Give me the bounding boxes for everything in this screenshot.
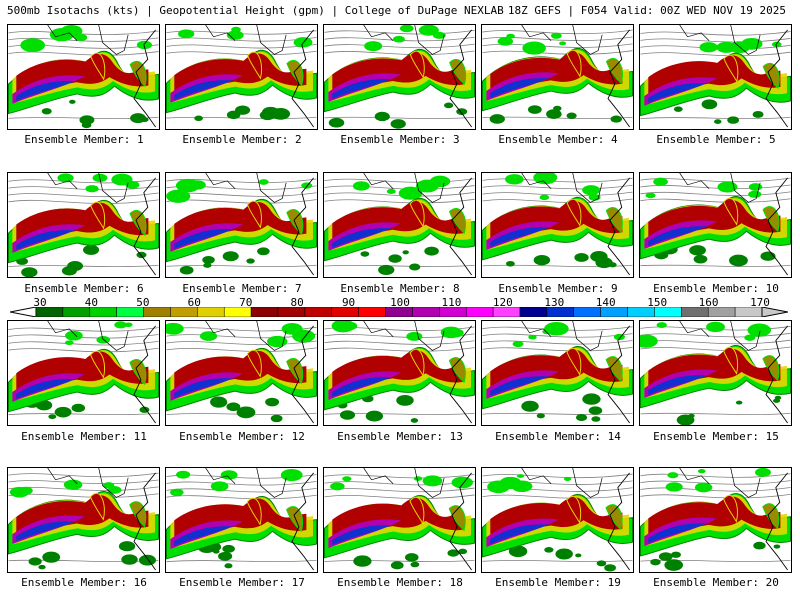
colorbar-tick-label: 140: [595, 296, 616, 309]
isotach-map: [482, 468, 633, 572]
colorbar-tick-label: 110: [441, 296, 462, 309]
colorbar-swatch: [358, 307, 386, 317]
isotach-colorbar: [10, 307, 788, 317]
colorbar-tick-label: 60: [187, 296, 201, 309]
member-label: Ensemble Member: 4: [498, 133, 618, 146]
member-label: Ensemble Member: 15: [653, 430, 779, 443]
isotach-map: [8, 25, 159, 129]
colorbar-tick-label: 150: [647, 296, 668, 309]
ensemble-map-panel: [323, 320, 476, 426]
isotach-map: [640, 173, 791, 276]
member-label: Ensemble Member: 10: [653, 282, 779, 295]
isotach-map: [166, 468, 317, 571]
colorbar-tick-label: 80: [290, 296, 304, 309]
member-label: Ensemble Member: 14: [495, 430, 621, 443]
member-label: Ensemble Member: 18: [337, 576, 463, 589]
isotach-map: [8, 321, 159, 424]
member-label: Ensemble Member: 17: [179, 576, 305, 589]
ensemble-map-panel: [165, 320, 318, 426]
ensemble-map-panel: [323, 467, 476, 573]
isotach-map: [166, 25, 317, 128]
isotach-map: [482, 25, 633, 128]
colorbar-swatch: [465, 307, 494, 317]
member-label: Ensemble Member: 6: [24, 282, 144, 295]
ensemble-map-panel: [165, 467, 318, 573]
ensemble-map-panel: [481, 172, 634, 278]
ensemble-map-panel: [481, 320, 634, 426]
colorbar-tick-label: 100: [390, 296, 410, 309]
isotach-map: [324, 468, 475, 571]
isotach-map: [8, 468, 159, 571]
colorbar-tick-label: 130: [544, 296, 565, 309]
colorbar-tick-label: 90: [341, 296, 356, 309]
isotach-map: [640, 321, 791, 425]
ensemble-map-panel: [7, 24, 160, 130]
member-label: Ensemble Member: 12: [179, 430, 305, 443]
isotach-map: [482, 321, 633, 424]
ensemble-map-panel: [481, 24, 634, 130]
member-label: Ensemble Member: 9: [498, 282, 618, 295]
member-label: Ensemble Member: 5: [656, 133, 776, 146]
isotach-map: [324, 25, 475, 129]
isotach-map: [482, 173, 633, 276]
colorbar-max-arrow: [761, 307, 788, 317]
ensemble-map-panel: [165, 172, 318, 278]
ensemble-map-panel: [323, 24, 476, 130]
ensemble-map-panel: [639, 320, 792, 426]
colorbar-swatch: [412, 307, 440, 317]
colorbar-tick-label: 40: [84, 296, 99, 309]
colorbar-tick-label: 70: [239, 296, 253, 309]
ensemble-map-panel: [165, 24, 318, 130]
colorbar-min-arrow: [10, 307, 37, 317]
member-label: Ensemble Member: 20: [653, 576, 779, 589]
member-label: Ensemble Member: 11: [21, 430, 147, 443]
member-label: Ensemble Member: 2: [182, 133, 302, 146]
colorbar-swatch: [519, 307, 548, 317]
ensemble-map-panel: [639, 172, 792, 278]
colorbar-swatch: [197, 307, 225, 317]
member-label: Ensemble Member: 3: [340, 133, 460, 146]
member-label: Ensemble Member: 8: [340, 282, 460, 295]
model-run-info: 18Z GEFS | F054 Valid: 00Z WED NOV 19 20…: [507, 4, 786, 17]
member-label: Ensemble Member: 19: [495, 576, 621, 589]
colorbar-swatch: [304, 307, 333, 317]
member-label: Ensemble Member: 16: [21, 576, 147, 589]
isotach-map: [324, 173, 475, 276]
isotach-map: [8, 173, 159, 277]
ensemble-map-panel: [7, 467, 160, 573]
figure-title: 500mb Isotachs (kts) | Geopotential Heig…: [7, 4, 504, 17]
colorbar-tick-label: 170: [750, 296, 770, 309]
member-label: Ensemble Member: 13: [337, 430, 463, 443]
ensemble-map-panel: [7, 172, 160, 278]
ensemble-map-panel: [481, 467, 634, 573]
ensemble-map-panel: [7, 320, 160, 426]
ensemble-map-panel: [323, 172, 476, 278]
colorbar-swatch: [250, 307, 279, 317]
colorbar-tick-label: 120: [492, 296, 513, 309]
ensemble-map-panel: [639, 24, 792, 130]
ensemble-map-panel: [639, 467, 792, 573]
member-label: Ensemble Member: 7: [182, 282, 302, 295]
isotach-map: [640, 25, 791, 128]
colorbar-tick-label: 50: [136, 296, 150, 309]
colorbar-tick-label: 30: [33, 296, 47, 309]
member-label: Ensemble Member: 1: [24, 133, 144, 146]
isotach-map: [640, 468, 791, 571]
isotach-map: [324, 321, 475, 424]
isotach-map: [166, 173, 317, 276]
colorbar-tick-label: 160: [698, 296, 719, 309]
isotach-map: [166, 321, 317, 424]
